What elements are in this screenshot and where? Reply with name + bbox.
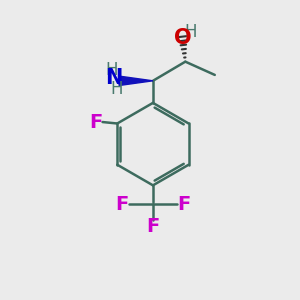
Text: O: O [174, 28, 191, 48]
Text: N: N [105, 68, 122, 88]
Text: H: H [106, 61, 118, 79]
Text: F: F [89, 112, 103, 131]
Text: H: H [110, 80, 122, 98]
Text: F: F [146, 217, 160, 236]
Text: F: F [116, 195, 129, 214]
Polygon shape [119, 76, 153, 86]
Text: F: F [177, 195, 190, 214]
Text: H: H [184, 23, 197, 41]
